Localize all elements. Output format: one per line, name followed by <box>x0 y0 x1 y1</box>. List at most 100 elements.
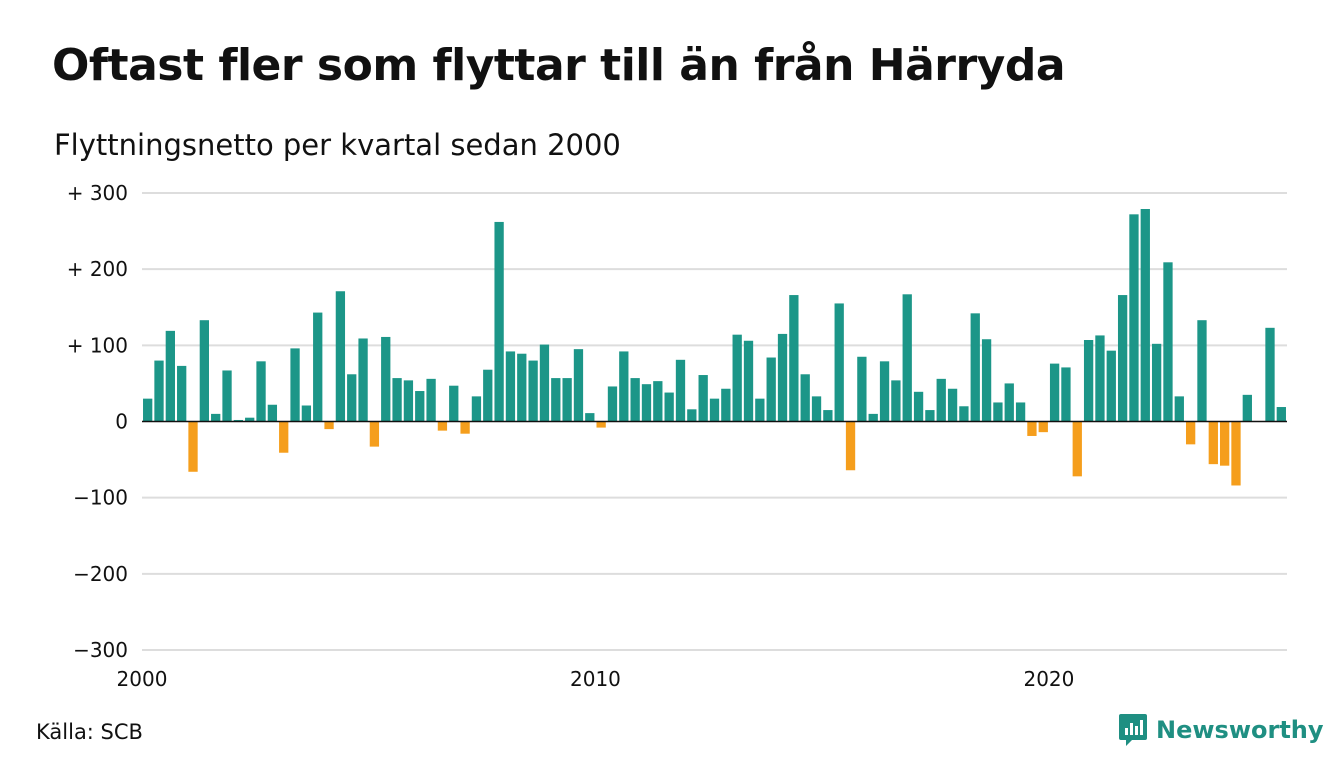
bar <box>1140 209 1150 422</box>
bar <box>857 356 867 422</box>
bar <box>279 421 289 453</box>
newsworthy-logo-icon <box>1119 714 1147 746</box>
y-tick-label: + 200 <box>67 257 128 281</box>
y-tick-label: + 300 <box>67 181 128 205</box>
bar <box>562 378 572 422</box>
bar <box>721 388 731 422</box>
bar <box>947 388 958 422</box>
bar <box>1185 421 1196 445</box>
bar <box>981 339 992 422</box>
bar <box>789 295 799 422</box>
bar <box>811 396 822 422</box>
bar <box>732 334 742 422</box>
bar <box>743 340 754 422</box>
bar <box>1208 421 1218 465</box>
bar <box>709 398 720 422</box>
bar <box>970 313 980 422</box>
bar <box>1015 402 1026 422</box>
bar <box>494 221 504 422</box>
chart-subtitle: Flyttningsnetto per kvartal sedan 2000 <box>54 128 621 162</box>
bar <box>959 406 969 422</box>
bar <box>925 410 935 422</box>
x-tick-label: 2010 <box>570 667 621 691</box>
bar <box>766 357 776 422</box>
bar <box>267 404 278 422</box>
bar <box>1231 421 1241 486</box>
brand-name: Newsworthy <box>1156 716 1324 744</box>
bar <box>585 413 595 422</box>
bar <box>437 421 448 431</box>
bar <box>630 378 640 422</box>
bar <box>1174 396 1184 422</box>
bar <box>1151 343 1162 422</box>
bar <box>868 413 878 422</box>
bar <box>675 359 686 422</box>
bar <box>1242 394 1252 422</box>
bar <box>1163 262 1173 422</box>
bar <box>301 405 312 422</box>
bar <box>381 336 391 422</box>
bar <box>1197 320 1207 422</box>
bar <box>165 330 175 422</box>
bar <box>1083 340 1094 422</box>
bar <box>641 384 652 422</box>
bar <box>573 349 584 422</box>
bar <box>154 360 164 422</box>
bar <box>199 320 209 422</box>
bar <box>245 417 255 422</box>
bar <box>222 370 232 422</box>
axes: + 300 + 200 + 100 0 −100 −200 −300 2000 2010 2020 <box>67 181 1287 691</box>
source-note: Källa: SCB <box>36 720 143 744</box>
bar <box>528 360 538 422</box>
y-tick-label: −300 <box>73 638 128 662</box>
bar <box>1038 421 1048 433</box>
bar <box>483 369 493 422</box>
bar <box>834 303 844 422</box>
bar <box>358 338 368 422</box>
bar <box>1117 295 1128 422</box>
bar <box>1049 363 1060 422</box>
bar <box>177 365 187 422</box>
bar <box>471 396 482 422</box>
x-tick-label: 2020 <box>1023 667 1074 691</box>
chart-title: Oftast fler som flyttar till än från Här… <box>52 40 1066 91</box>
bar <box>845 421 856 471</box>
y-tick-label: + 100 <box>67 333 128 357</box>
bars <box>143 209 1286 486</box>
bar <box>415 391 425 422</box>
bar <box>755 398 765 422</box>
y-tick-label: −100 <box>73 486 128 510</box>
brand-logo[interactable]: Newsworthy <box>1118 712 1324 748</box>
bar <box>607 386 618 422</box>
bar <box>505 351 516 422</box>
bar <box>426 378 436 422</box>
bar <box>188 421 198 472</box>
bar <box>1220 421 1230 466</box>
bar <box>313 312 323 422</box>
bar <box>392 378 402 422</box>
y-tick-label: −200 <box>73 562 128 586</box>
bar <box>879 361 890 422</box>
bar <box>324 421 334 430</box>
bar <box>913 391 924 422</box>
bar <box>143 398 153 422</box>
bar <box>1276 407 1286 422</box>
bar <box>1027 421 1037 436</box>
bar <box>1106 350 1116 422</box>
bar <box>517 353 527 422</box>
bar <box>891 380 901 422</box>
bar <box>664 392 674 422</box>
bar <box>777 333 788 422</box>
bar <box>687 409 697 422</box>
bar <box>290 348 300 422</box>
bar <box>1095 335 1105 422</box>
bar <box>256 361 266 422</box>
bar <box>1265 327 1275 422</box>
bar <box>698 375 708 422</box>
y-tick-label: 0 <box>115 410 128 434</box>
bar <box>211 413 221 422</box>
bar <box>403 380 414 422</box>
bar <box>335 291 346 422</box>
bar <box>1004 383 1014 422</box>
bar <box>653 381 663 422</box>
